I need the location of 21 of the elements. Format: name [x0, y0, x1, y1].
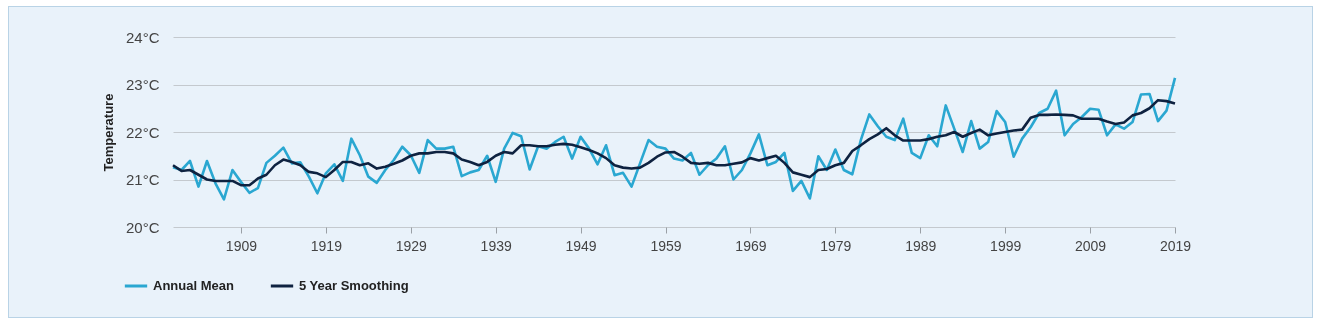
x-tick-label: 1929 — [395, 237, 428, 254]
x-tick-label: 1989 — [905, 237, 937, 254]
y-tick-label: 20°C — [125, 218, 160, 236]
x-tick-label: 1939 — [480, 237, 512, 254]
y-tick-label: 21°C — [125, 171, 160, 188]
legend-label: Annual Mean — [153, 278, 234, 293]
y-tick-label: 24°C — [125, 28, 160, 46]
x-tick-label: 1999 — [990, 237, 1022, 254]
y-tick-label: 22°C — [125, 123, 160, 141]
x-tick-label: 2009 — [1075, 237, 1107, 254]
x-tick-label: 1969 — [735, 237, 767, 254]
x-tick-label: 1949 — [565, 237, 597, 254]
x-tick-label: 2019 — [1159, 237, 1192, 254]
legend-label: 5 Year Smoothing — [299, 278, 409, 293]
x-tick-label: 1919 — [310, 237, 343, 254]
y-tick-label: 23°C — [125, 76, 160, 93]
x-tick-label: 1959 — [650, 237, 682, 254]
x-tick-label: 1979 — [820, 237, 852, 254]
line-series — [171, 98, 1177, 187]
y-axis-title: Temperature — [100, 93, 116, 172]
x-tick-label: 1909 — [225, 237, 258, 254]
